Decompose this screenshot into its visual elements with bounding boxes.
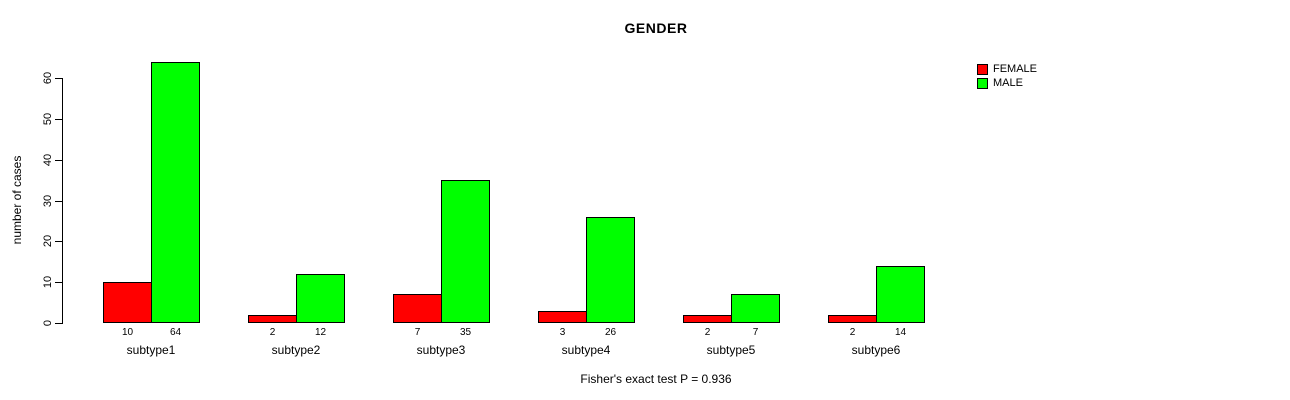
bar-count-label: 2: [269, 327, 276, 338]
bar-count-label: 2: [704, 327, 711, 338]
y-tick: [55, 119, 62, 120]
bar-count-label: 64: [169, 327, 182, 338]
bar-male-subtype3: [441, 180, 490, 323]
bar-count-label: 10: [121, 327, 134, 338]
bar-female-subtype3: [393, 294, 442, 323]
caption-fishers-test: Fisher's exact test P = 0.936: [580, 372, 732, 386]
category-label-subtype1: subtype1: [126, 343, 176, 357]
bar-male-subtype1: [151, 62, 200, 323]
legend-swatch-female: [977, 63, 988, 75]
bar-male-subtype4: [586, 217, 635, 323]
bar-count-label: 14: [894, 327, 907, 338]
bar-female-subtype2: [248, 315, 297, 323]
bar-count-label: 12: [314, 327, 327, 338]
bar-count-label: 7: [414, 327, 421, 338]
bar-male-subtype2: [296, 274, 345, 323]
bar-female-subtype4: [538, 311, 587, 323]
bar-count-label: 2: [849, 327, 856, 338]
y-tick: [55, 282, 62, 283]
bar-female-subtype1: [103, 282, 152, 323]
legend-label: MALE: [993, 77, 1023, 89]
bar-male-subtype5: [731, 294, 780, 323]
bar-count-label: 26: [604, 327, 617, 338]
y-axis-label: number of cases: [10, 155, 24, 245]
category-label-subtype4: subtype4: [561, 343, 611, 357]
legend-swatch-male: [977, 77, 988, 89]
bar-female-subtype5: [683, 315, 732, 323]
bar-female-subtype6: [828, 315, 877, 323]
bar-count-label: 3: [559, 327, 566, 338]
legend-item-male: MALE: [977, 76, 1037, 90]
legend-item-female: FEMALE: [977, 62, 1037, 76]
y-tick: [55, 323, 62, 324]
y-tick: [55, 241, 62, 242]
category-label-subtype2: subtype2: [271, 343, 321, 357]
bar-male-subtype6: [876, 266, 925, 323]
category-label-subtype5: subtype5: [706, 343, 756, 357]
category-label-subtype6: subtype6: [851, 343, 901, 357]
bar-count-label: 7: [752, 327, 759, 338]
y-tick: [55, 160, 62, 161]
y-tick: [55, 201, 62, 202]
legend: FEMALE MALE: [977, 62, 1037, 90]
y-tick: [55, 78, 62, 79]
bar-count-label: 35: [459, 327, 472, 338]
y-axis-line: [62, 78, 63, 324]
chart-title: GENDER: [624, 20, 688, 36]
category-label-subtype3: subtype3: [416, 343, 466, 357]
legend-label: FEMALE: [993, 63, 1038, 75]
